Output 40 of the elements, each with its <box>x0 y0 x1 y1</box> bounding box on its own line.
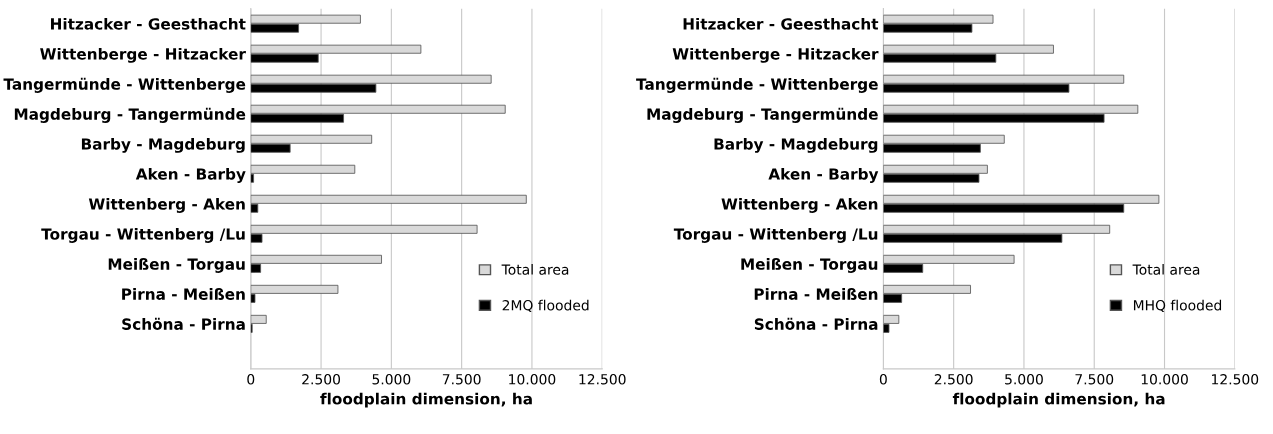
x-tick-label: 5.000 <box>1005 374 1043 385</box>
y-tick-label: Barby - Magdeburg <box>81 137 245 153</box>
x-tick-label: 12.500 <box>579 374 626 385</box>
y-tick-label: Pirna - Meißen <box>754 288 878 300</box>
x-tick-label: 10.000 <box>509 374 556 385</box>
x-tick-label: 2.500 <box>934 374 973 385</box>
x-axis-title: floodplain dimension, ha <box>320 392 532 408</box>
y-tick-label: Magdeburg - Tangermünde <box>14 107 246 123</box>
y-tick-label: Barby - Magdeburg <box>714 137 878 153</box>
y-tick-label: Magdeburg - Tangermünde <box>647 107 878 123</box>
y-tick-label: Aken - Barby <box>768 167 879 183</box>
y-tick-label: Wittenberg - Aken <box>88 197 245 213</box>
y-tick-label: Hitzacker - Geesthacht <box>51 17 246 30</box>
x-tick-label: 5.000 <box>372 374 411 385</box>
y-tick-label: Tangermünde - Wittenberge <box>3 77 246 93</box>
y-tick-label: Torgau - Wittenberg /Lu <box>41 228 245 243</box>
x-tick-label: 0 <box>879 374 887 385</box>
x-tick-label: 0 <box>247 374 255 385</box>
y-tick-label: Pirna - Meißen <box>122 288 245 300</box>
y-tick-label: Wittenberg - Aken <box>721 197 878 213</box>
legend-label: MHQ flooded <box>1133 299 1222 313</box>
y-tick-label: Meißen - Torgau <box>108 258 245 273</box>
y-tick-label: Tangermünde - Wittenberge <box>636 77 878 93</box>
x-tick-label: 10.000 <box>1141 374 1188 385</box>
legend-label: Total area <box>1132 264 1200 275</box>
x-tick-label: 12.500 <box>1212 374 1259 385</box>
y-tick-label: Schöna - Pirna <box>122 317 245 330</box>
y-tick-label: Meißen - Torgau <box>741 258 878 273</box>
legend-label: 2MQ flooded <box>502 299 589 313</box>
legend-label: Total area <box>501 264 569 275</box>
y-tick-label: Schöna - Pirna <box>754 317 878 330</box>
x-tick-label: 2.500 <box>302 374 341 385</box>
y-tick-label: Wittenberge - Hitzacker <box>672 47 879 63</box>
y-tick-label: Torgau - Wittenberg /Lu <box>673 228 878 243</box>
x-tick-label: 7.500 <box>442 374 481 385</box>
y-tick-label: Hitzacker - Geesthacht <box>683 17 879 30</box>
x-axis-title: floodplain dimension, ha <box>952 392 1165 408</box>
y-tick-label: Wittenberge - Hitzacker <box>40 47 246 63</box>
y-tick-label: Aken - Barby <box>135 167 246 183</box>
x-tick-label: 7.500 <box>1075 374 1114 385</box>
